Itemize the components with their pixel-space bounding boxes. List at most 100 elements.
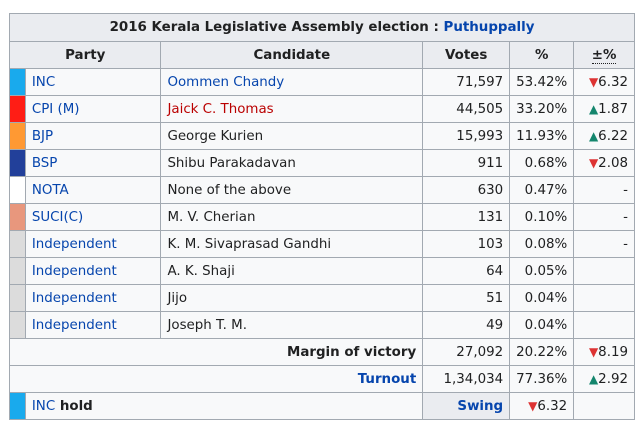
header-change: ±% [573, 41, 635, 69]
percent-cell: 0.68% [509, 149, 575, 177]
margin-row: Margin of victory 27,092 20.22% ▼8.19 [8, 338, 635, 366]
caption-row: 2016 Kerala Legislative Assembly electio… [9, 13, 635, 42]
change-cell: ▲1.87 [573, 95, 635, 123]
results-table: 2016 Kerala Legislative Assembly electio… [8, 13, 635, 420]
party-color-swatch [9, 284, 26, 312]
turnout-percent: 77.36% [509, 365, 575, 393]
change-cell [573, 257, 635, 285]
percent-cell: 0.04% [509, 311, 575, 339]
party-link[interactable]: Independent [31, 290, 117, 306]
change-cell: ▼6.32 [573, 68, 635, 96]
party-color-swatch [9, 68, 26, 96]
candidate-name: M. V. Cherian [167, 209, 256, 225]
party-color-swatch [9, 257, 26, 285]
party-link[interactable]: Independent [31, 236, 117, 252]
votes-cell: 911 [422, 149, 511, 177]
turnout-change-value: 2.92 [598, 371, 628, 387]
change-cell: - [573, 230, 635, 258]
margin-label: Margin of victory [8, 338, 424, 366]
change-value: 1.87 [598, 101, 628, 117]
party-cell: BSP [24, 149, 162, 177]
decrease-icon: ▼ [588, 155, 599, 170]
candidate-link[interactable]: Jaick C. Thomas [167, 101, 274, 117]
change-cell [573, 311, 635, 339]
candidate-name: Jijo [167, 290, 188, 306]
turnout-votes: 1,34,034 [422, 365, 511, 393]
change-value: - [623, 236, 628, 252]
change-cell: - [573, 203, 635, 231]
party-link[interactable]: Independent [31, 263, 117, 279]
party-color-swatch [9, 95, 26, 123]
party-color-swatch [9, 311, 26, 339]
table-row: Independent K. M. Sivaprasad Gandhi 103 0.0… [9, 230, 635, 258]
candidate-link[interactable]: Oommen Chandy [167, 74, 285, 90]
votes-cell: 630 [422, 176, 511, 204]
margin-percent: 20.22% [509, 338, 575, 366]
candidate-cell: Joseph T. M. [160, 311, 424, 339]
candidate-name: George Kurien [167, 128, 264, 144]
votes-cell: 71,597 [422, 68, 511, 96]
candidate-cell: Jijo [160, 284, 424, 312]
change-value: 6.22 [598, 128, 628, 144]
swing-value-cell: ▼6.32 [509, 392, 575, 420]
candidate-cell: None of the above [160, 176, 424, 204]
caption-constituency-link[interactable]: Puthuppally [443, 20, 535, 35]
party-link[interactable]: INC [31, 74, 56, 90]
hold-party-link[interactable]: INC [31, 398, 56, 414]
increase-icon: ▲ [588, 101, 599, 116]
table-caption: 2016 Kerala Legislative Assembly electio… [9, 13, 635, 42]
table-row: BSP Shibu Parakadavan 911 0.68% ▼2.08 [9, 149, 635, 177]
swing-value: 6.32 [537, 398, 568, 414]
candidate-name: Joseph T. M. [167, 317, 247, 333]
change-cell [573, 284, 635, 312]
party-cell: CPI (M) [24, 95, 162, 123]
percent-cell: 0.47% [509, 176, 575, 204]
change-cell: ▼2.08 [573, 149, 635, 177]
party-link[interactable]: SUCI(C) [31, 209, 84, 225]
percent-cell: 33.20% [509, 95, 575, 123]
party-color-swatch [9, 203, 26, 231]
party-link[interactable]: Independent [31, 317, 117, 333]
margin-change: ▼8.19 [573, 338, 635, 366]
table-row: NOTA None of the above 630 0.47% - [9, 176, 635, 204]
table-row: Independent Joseph T. M. 49 0.04% [9, 311, 635, 339]
increase-icon: ▲ [588, 371, 599, 386]
hold-party-color [9, 392, 26, 420]
candidate-name: Shibu Parakadavan [167, 155, 296, 171]
candidate-cell: Shibu Parakadavan [160, 149, 424, 177]
header-candidate: Candidate [160, 41, 424, 69]
party-cell: Independent [24, 311, 162, 339]
votes-cell: 131 [422, 203, 511, 231]
turnout-cell: Turnout [8, 365, 424, 393]
swing-link[interactable]: Swing [457, 398, 504, 414]
increase-icon: ▲ [588, 128, 599, 143]
caption-prefix: 2016 Kerala Legislative Assembly electio… [109, 20, 444, 35]
table-row: INC Oommen Chandy 71,597 53.42% ▼6.32 [9, 68, 635, 96]
turnout-link[interactable]: Turnout [357, 371, 417, 387]
votes-cell: 44,505 [422, 95, 511, 123]
percent-cell: 0.08% [509, 230, 575, 258]
candidate-cell: A. K. Shaji [160, 257, 424, 285]
party-link[interactable]: BSP [31, 155, 58, 171]
party-cell: NOTA [24, 176, 162, 204]
decrease-icon: ▼ [588, 74, 599, 89]
party-color-swatch [9, 176, 26, 204]
candidate-cell: M. V. Cherian [160, 203, 424, 231]
table-row: Independent Jijo 51 0.04% [9, 284, 635, 312]
margin-votes: 27,092 [422, 338, 511, 366]
change-value: 6.32 [598, 74, 628, 90]
table-row: Independent A. K. Shaji 64 0.05% [9, 257, 635, 285]
candidate-name: K. M. Sivaprasad Gandhi [167, 236, 332, 252]
change-value: - [623, 209, 628, 225]
votes-cell: 51 [422, 284, 511, 312]
candidate-cell: Oommen Chandy [160, 68, 424, 96]
hold-word: hold [55, 398, 93, 414]
percent-cell: 0.10% [509, 203, 575, 231]
percent-cell: 0.05% [509, 257, 575, 285]
change-cell: - [573, 176, 635, 204]
party-link[interactable]: CPI (M) [31, 101, 80, 117]
party-link[interactable]: BJP [31, 128, 54, 144]
change-cell: ▲6.22 [573, 122, 635, 150]
party-cell: Independent [24, 230, 162, 258]
party-link[interactable]: NOTA [31, 182, 69, 198]
